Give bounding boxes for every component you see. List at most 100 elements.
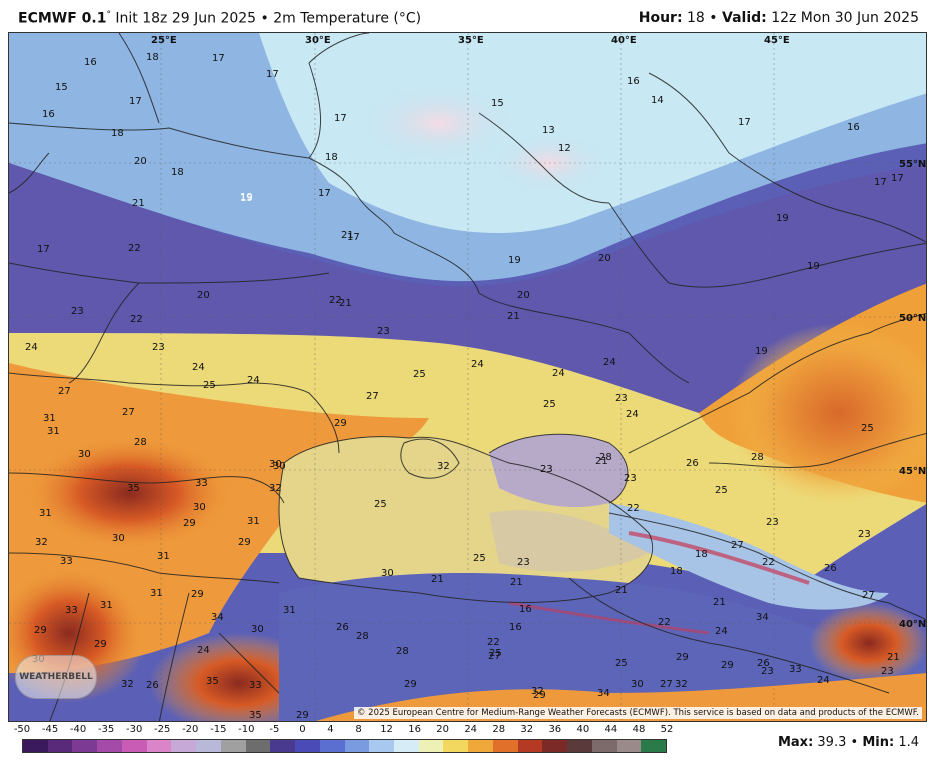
- temperature-label: 18: [146, 52, 159, 63]
- temperature-label: 32: [35, 537, 48, 548]
- temperature-label: 26: [686, 458, 699, 469]
- scale-tick-label: 36: [548, 724, 562, 735]
- scale-swatch: [591, 740, 617, 752]
- temperature-label: 22: [130, 314, 143, 325]
- max-label: Max:: [777, 735, 814, 750]
- temperature-label: 29: [183, 518, 196, 529]
- scale-tick-label: 28: [492, 724, 506, 735]
- temperature-label: 30: [631, 679, 644, 690]
- mild-region: [9, 163, 926, 413]
- country-borders: [9, 33, 926, 721]
- max-value: 39.3: [817, 735, 847, 750]
- scale-tick-label: -30: [126, 724, 143, 735]
- temperature-label: 31: [47, 426, 60, 437]
- temperature-label: 25: [203, 380, 216, 391]
- temperature-label: 18: [325, 152, 338, 163]
- min-value: 1.4: [898, 735, 919, 750]
- lon-label-30e: 30°E: [305, 35, 331, 46]
- hot-spot-east: [729, 323, 926, 503]
- temperature-label: 26: [824, 563, 837, 574]
- scale-tick-label: -35: [97, 724, 115, 735]
- temperature-label: 23: [540, 464, 553, 475]
- scale-swatch: [394, 740, 419, 752]
- temperature-label: 17: [334, 113, 347, 124]
- color-scale: -50 -45 -40 -35 -30 -25 -20 -15 -10 -5 0 4 8 12 16 20 24…: [14, 724, 673, 764]
- temperature-label: 33: [65, 605, 78, 616]
- temperature-label: 28: [599, 452, 612, 463]
- temperature-label: 18: [111, 128, 124, 139]
- scale-tick-label: 4: [327, 724, 334, 735]
- temperature-label: 33: [195, 478, 208, 489]
- temperature-label: 22: [128, 243, 141, 254]
- temperature-label: 25: [861, 423, 874, 434]
- temperature-label: 20: [197, 290, 210, 301]
- hottest-spot-west: [19, 433, 239, 553]
- scale-swatch: [23, 740, 48, 752]
- temperature-label: 21: [595, 456, 608, 467]
- logo-text: WEATHERBELL: [19, 672, 93, 682]
- temperature-label: 21: [507, 311, 520, 322]
- temperature-label: 17: [37, 244, 50, 255]
- temperature-label: 28: [751, 452, 764, 463]
- scale-swatch: [72, 740, 98, 752]
- scale-swatch: [542, 740, 568, 752]
- temperature-label: 23: [881, 666, 894, 677]
- temperature-label: 24: [552, 368, 565, 379]
- scale-tick-label: -20: [182, 724, 199, 735]
- temperature-label: 16: [42, 109, 55, 120]
- temperature-label: 23: [858, 529, 871, 540]
- scale-swatch: [641, 740, 667, 752]
- temperature-label: 16: [847, 122, 860, 133]
- temperature-labels: 16 18 171715171618201821191917181717212220…: [25, 52, 904, 721]
- temperature-label: 22: [762, 557, 775, 568]
- scale-swatch: [319, 740, 345, 752]
- scale-tick-label: 44: [604, 724, 618, 735]
- temperature-label: 19: [755, 346, 768, 357]
- temperature-label: 25: [374, 499, 387, 510]
- temperature-label: 23: [766, 517, 779, 528]
- scale-tick-label: -40: [69, 724, 87, 735]
- temperature-label: 24: [817, 675, 830, 686]
- scale-tick-label: -50: [13, 724, 31, 735]
- temperature-label: 20: [517, 290, 530, 301]
- lat-label-40n: 40°N: [899, 619, 926, 630]
- temperature-label: 12: [558, 143, 571, 154]
- temperature-label: 15: [55, 82, 68, 93]
- temperature-label: 21: [339, 298, 352, 309]
- scale-tick-label: 20: [436, 724, 450, 735]
- temperature-label: 23: [71, 306, 84, 317]
- graticule: [9, 33, 926, 721]
- scale-swatch: [492, 740, 518, 752]
- temperature-label: 30: [78, 449, 91, 460]
- scale-swatch: [196, 740, 221, 752]
- temperature-label: 23: [624, 473, 637, 484]
- scale-swatch: [418, 740, 444, 752]
- temperature-label: 32: [269, 483, 282, 494]
- temperature-label: 29: [676, 652, 689, 663]
- temperature-label: 16: [84, 57, 97, 68]
- temperature-label: 17: [347, 232, 360, 243]
- temperature-label: 29: [34, 625, 47, 636]
- caucasus-mountains: [609, 503, 889, 610]
- sea-shade: [489, 510, 649, 572]
- temperature-label: 27: [122, 407, 135, 418]
- temperature-label: 29: [404, 679, 417, 690]
- temperature-label: 16: [627, 76, 640, 87]
- temperature-label: 33: [249, 680, 262, 691]
- scale-swatch: [121, 740, 147, 752]
- temperature-label: 13: [542, 125, 555, 136]
- temperature-label: 29: [94, 639, 107, 650]
- temperature-map[interactable]: 25°E 30°E 35°E 40°E 45°E 55°N 50°N 45°N …: [8, 32, 927, 722]
- scale-tick-label: -10: [238, 724, 255, 735]
- temperature-label: 22: [627, 503, 640, 514]
- temperature-label: 31: [150, 588, 163, 599]
- temperature-label: 26: [146, 680, 159, 691]
- temperature-label: 21: [510, 577, 523, 588]
- field-name: 2m Temperature (°C): [273, 10, 422, 27]
- hour-label: Hour:: [638, 10, 683, 26]
- pontic-ridge: [508, 601, 710, 635]
- temperature-label: 16: [519, 604, 532, 615]
- temperature-label: 35: [127, 483, 140, 494]
- hot-spot-far-east: [809, 603, 926, 683]
- max-min-stats: Max: 39.3 • Min: 1.4: [778, 735, 919, 750]
